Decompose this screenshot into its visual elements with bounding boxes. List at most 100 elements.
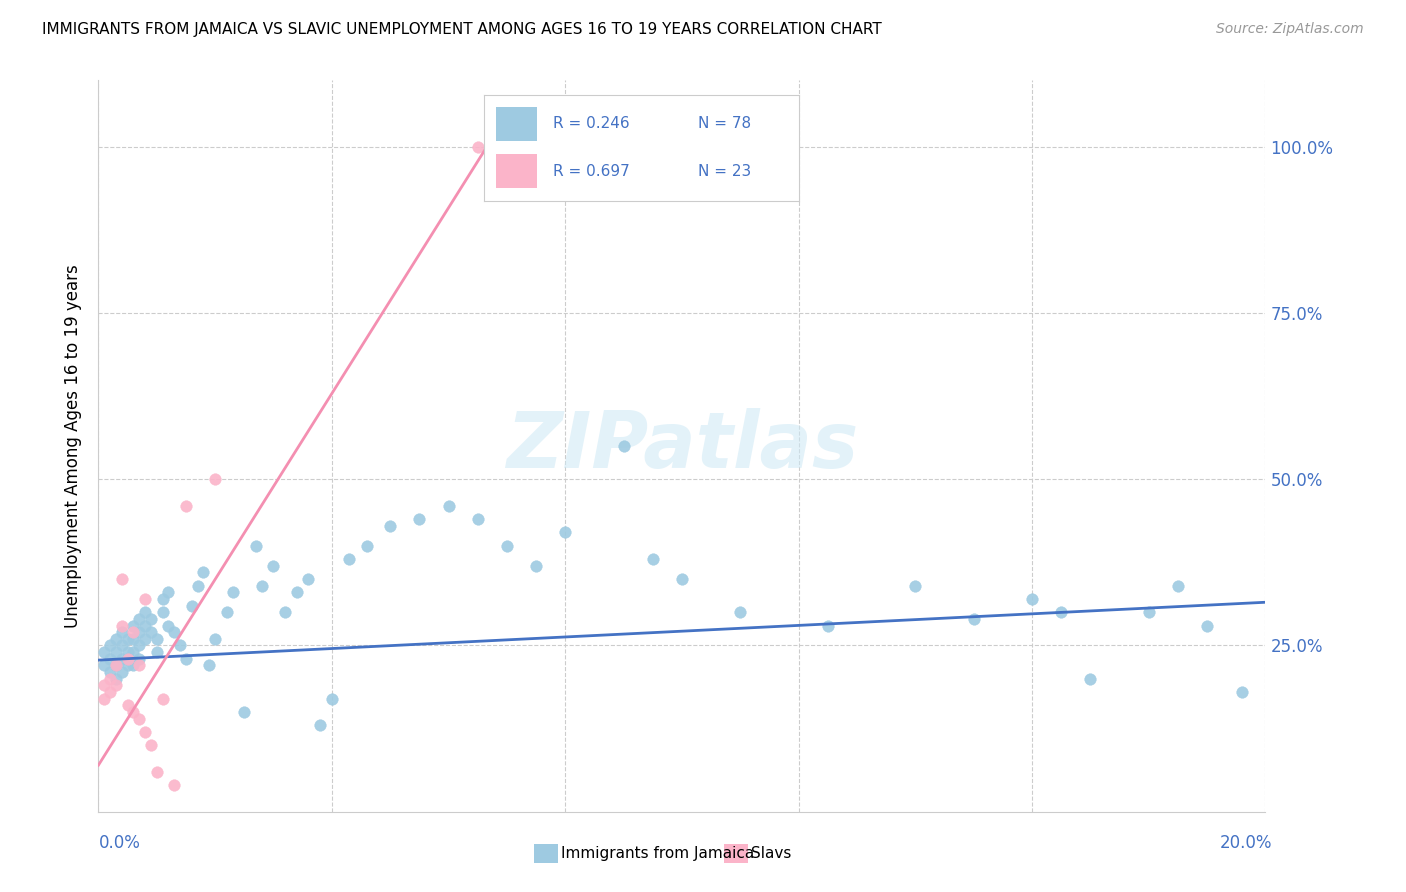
Point [104, 672, 127, 686]
Point [117, 652, 139, 666]
Point [378, 518, 402, 533]
Point [104, 658, 127, 673]
Point [1080, 672, 1102, 686]
Point [104, 632, 127, 646]
Point [128, 612, 150, 626]
Text: Slavs: Slavs [751, 847, 792, 861]
Point [408, 512, 430, 526]
Point [146, 632, 169, 646]
Point [93, 678, 115, 692]
Point [262, 558, 284, 573]
Point [134, 632, 156, 646]
Point [274, 605, 297, 619]
Point [1230, 685, 1253, 699]
Point [128, 652, 150, 666]
Point [122, 645, 145, 659]
Point [152, 691, 174, 706]
Point [93, 658, 115, 673]
Point [356, 539, 378, 553]
Point [962, 612, 984, 626]
Point [285, 585, 308, 599]
Point [117, 658, 139, 673]
Point [554, 525, 576, 540]
Point [1021, 591, 1043, 606]
Y-axis label: Unemployment Among Ages 16 to 19 years: Unemployment Among Ages 16 to 19 years [65, 264, 83, 628]
Point [297, 572, 319, 586]
Text: Source: ZipAtlas.com: Source: ZipAtlas.com [1216, 22, 1364, 37]
Point [134, 605, 156, 619]
Point [128, 712, 150, 726]
Point [134, 591, 156, 606]
Point [98, 639, 121, 653]
Point [671, 572, 693, 586]
Point [122, 632, 145, 646]
Point [250, 579, 273, 593]
Point [139, 612, 162, 626]
Point [309, 718, 332, 732]
Point [122, 658, 145, 673]
Point [1195, 618, 1218, 632]
Point [728, 605, 751, 619]
Point [146, 645, 169, 659]
Point [204, 632, 226, 646]
Point [163, 625, 186, 640]
Point [467, 512, 489, 526]
Point [1137, 605, 1160, 619]
Point [174, 499, 197, 513]
Point [117, 645, 139, 659]
Point [495, 539, 517, 553]
Point [98, 652, 121, 666]
Point [187, 579, 209, 593]
Point [128, 625, 150, 640]
Point [337, 552, 360, 566]
Point [93, 691, 115, 706]
Point [122, 625, 145, 640]
Point [321, 691, 343, 706]
Point [169, 639, 191, 653]
Point [98, 665, 121, 679]
Point [221, 585, 243, 599]
Point [111, 625, 134, 640]
Point [437, 499, 460, 513]
Point [98, 672, 121, 686]
Text: 0.0%: 0.0% [98, 834, 141, 852]
Text: ZIPatlas: ZIPatlas [506, 408, 858, 484]
Point [122, 618, 145, 632]
Point [157, 585, 180, 599]
Point [163, 778, 186, 792]
Point [204, 472, 226, 486]
Point [134, 618, 156, 632]
Point [904, 579, 927, 593]
Point [174, 652, 197, 666]
Point [215, 605, 238, 619]
Point [122, 705, 145, 719]
Point [641, 552, 664, 566]
Point [128, 639, 150, 653]
Point [233, 705, 256, 719]
Text: 20.0%: 20.0% [1220, 834, 1272, 852]
Point [139, 625, 162, 640]
Point [612, 439, 634, 453]
Point [1050, 605, 1073, 619]
Point [104, 678, 127, 692]
Point [111, 572, 134, 586]
Text: IMMIGRANTS FROM JAMAICA VS SLAVIC UNEMPLOYMENT AMONG AGES 16 TO 19 YEARS CORRELA: IMMIGRANTS FROM JAMAICA VS SLAVIC UNEMPL… [42, 22, 882, 37]
Point [146, 764, 169, 779]
Point [104, 645, 127, 659]
Point [1167, 579, 1189, 593]
Point [128, 658, 150, 673]
Point [104, 658, 127, 673]
Point [524, 558, 547, 573]
Point [139, 738, 162, 752]
Point [152, 591, 174, 606]
Point [817, 618, 839, 632]
Point [193, 566, 215, 580]
Point [111, 618, 134, 632]
Point [93, 645, 115, 659]
Point [467, 140, 489, 154]
Point [98, 685, 121, 699]
Point [198, 658, 221, 673]
Text: Immigrants from Jamaica: Immigrants from Jamaica [561, 847, 754, 861]
Point [152, 605, 174, 619]
Point [117, 698, 139, 713]
